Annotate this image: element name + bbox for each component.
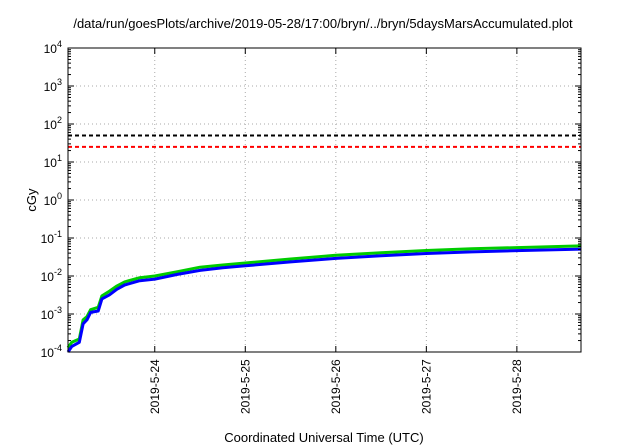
y-tick-label: 10-2 [41,267,62,284]
y-tick-label: 100 [44,191,62,208]
y-tick-label: 104 [44,39,62,56]
x-axis-label: Coordinated Universal Time (UTC) [224,430,423,445]
x-tick-label: 2019-5-26 [329,359,343,414]
y-tick-label: 102 [44,115,62,132]
reference-lines [68,134,581,148]
y-axis-ticks: 10-4 10-3 10-2 10-1 100 101 102 103 104 [41,39,581,360]
x-axis-ticks: 2019-5-24 2019-5-25 2019-5-26 2019-5-27 2019… [148,48,524,414]
series-line [66,247,582,353]
x-tick-label: 2019-5-28 [510,359,524,414]
y-axis-label: cGy [24,188,39,212]
series-line [66,244,582,349]
grid-lines [68,48,581,352]
chart-title: /data/run/goesPlots/archive/2019-05-28/1… [73,16,573,31]
y-tick-label: 103 [44,77,62,94]
x-tick-label: 2019-5-25 [238,359,252,414]
y-tick-label: 10-1 [41,229,62,246]
x-tick-label: 2019-5-24 [148,359,162,414]
x-tick-label: 2019-5-27 [419,359,433,414]
series-lines [66,244,582,353]
y-tick-label: 101 [44,153,62,170]
y-tick-label: 10-3 [41,305,62,322]
y-tick-label: 10-4 [41,343,62,360]
